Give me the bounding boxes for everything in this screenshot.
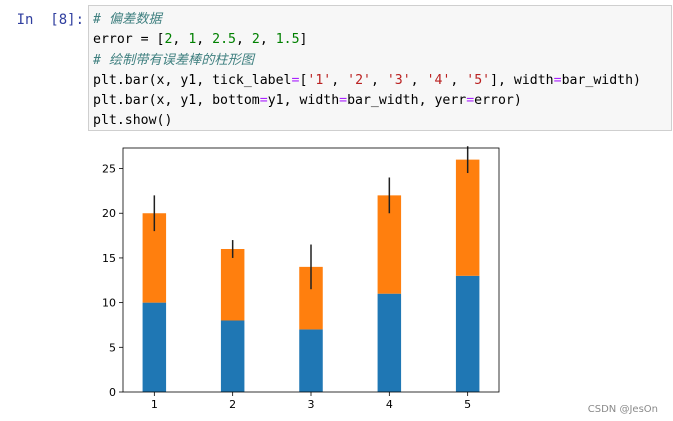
y-tick-label: 25: [102, 163, 116, 176]
y-tick-label: 15: [102, 252, 116, 265]
bar-series-1: [299, 329, 323, 392]
bar-series-1: [142, 302, 167, 392]
x-tick-label: 4: [386, 398, 393, 411]
bar-series-2: [220, 248, 245, 321]
bar-series-2: [142, 213, 167, 303]
code-line: plt.show(): [93, 113, 173, 129]
x-tick-label: 3: [308, 398, 315, 411]
watermark: CSDN @JesOn: [587, 404, 658, 415]
x-tick-label: 5: [464, 398, 471, 411]
bar-series-1: [455, 275, 480, 392]
y-tick-label: 20: [102, 207, 116, 220]
cell-prompt: In [8]:: [16, 12, 84, 28]
code-comment: # 偏差数据: [93, 12, 162, 27]
code-cell[interactable]: # 偏差数据 error = [2, 1, 2.5, 2, 1.5] # 绘制带…: [88, 5, 672, 131]
bar-series-2: [299, 266, 323, 330]
bar-series-1: [220, 320, 245, 392]
y-tick-label: 10: [102, 297, 116, 310]
x-tick-label: 1: [151, 398, 158, 411]
code-comment: # 绘制带有误差棒的柱形图: [93, 52, 254, 68]
y-tick-label: 5: [109, 341, 116, 354]
bar-series-2: [455, 159, 480, 276]
y-tick-label: 0: [109, 386, 116, 399]
code-line: plt.bar(x, y1, bottom=y1, width=bar_widt…: [93, 93, 522, 109]
code-editor[interactable]: # 偏差数据 error = [2, 1, 2.5, 2, 1.5] # 绘制带…: [93, 10, 641, 132]
x-tick-label: 2: [229, 398, 236, 411]
bar-series-2: [377, 195, 402, 294]
code-line: plt.bar(x, y1, tick_label=['1', '2', '3'…: [93, 72, 641, 88]
bar-series-1: [377, 293, 402, 392]
code-line: error = [2, 1, 2.5, 2, 1.5]: [93, 32, 308, 48]
